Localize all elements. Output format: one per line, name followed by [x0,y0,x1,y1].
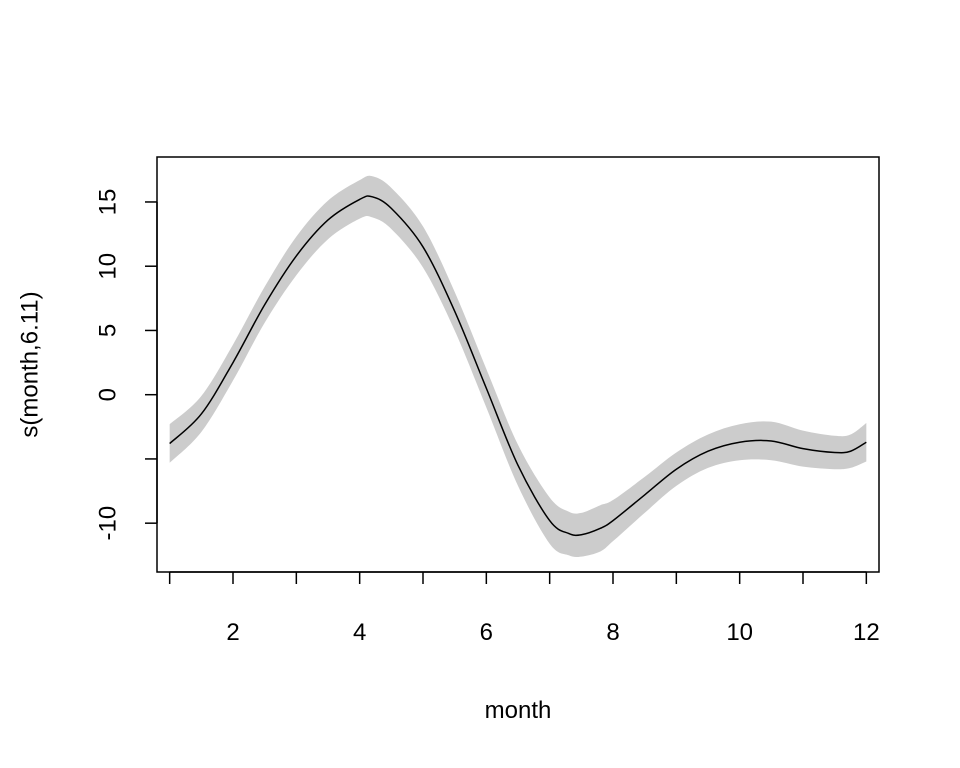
x-tick-label: 8 [606,619,619,646]
smooth-fit-line [169,195,867,537]
x-tick-label: 10 [726,619,753,646]
x-tick-label: 4 [353,619,366,646]
x-tick-label: 12 [853,619,880,646]
x-axis-title: month [485,697,552,724]
x-tick-label: 2 [226,619,239,646]
x-tick-label: 6 [480,619,493,646]
plot-frame [156,156,880,573]
y-tick-label: 0 [95,388,122,401]
x-axis-ticks: 2 4 6 8 10 12 [168,572,880,646]
y-tick-label: 15 [95,189,122,216]
y-axis-title: s(month,6.11) [17,291,44,437]
y-tick-label: 10 [95,253,122,280]
confidence-band [169,175,867,558]
y-axis-ticks: -10 0 5 10 15 [95,189,157,541]
y-tick-label: 5 [95,324,122,337]
y-tick-label: -10 [95,506,122,541]
